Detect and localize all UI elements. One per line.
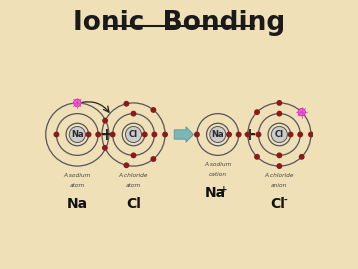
Circle shape: [102, 145, 108, 151]
Circle shape: [298, 108, 305, 116]
Circle shape: [276, 163, 282, 169]
Text: Cl: Cl: [275, 130, 284, 139]
Circle shape: [194, 132, 200, 137]
Circle shape: [110, 132, 116, 137]
FancyArrow shape: [174, 127, 193, 142]
Circle shape: [150, 107, 156, 113]
Circle shape: [86, 132, 92, 137]
Text: A sodium: A sodium: [64, 173, 91, 178]
Circle shape: [271, 126, 287, 143]
Text: +: +: [220, 185, 227, 194]
Circle shape: [308, 132, 314, 137]
Circle shape: [95, 132, 101, 137]
Circle shape: [276, 111, 282, 116]
Text: anion: anion: [271, 183, 287, 188]
Circle shape: [226, 132, 232, 137]
Text: A chloride: A chloride: [265, 173, 294, 178]
Circle shape: [142, 132, 148, 137]
Text: Ionic  Bonding: Ionic Bonding: [73, 10, 285, 36]
Circle shape: [297, 132, 303, 137]
Text: Na: Na: [71, 130, 84, 139]
Circle shape: [69, 126, 85, 143]
Circle shape: [236, 132, 242, 137]
Text: +: +: [99, 126, 113, 143]
Text: Cl: Cl: [270, 197, 285, 211]
Circle shape: [73, 99, 81, 107]
Circle shape: [102, 118, 108, 123]
Circle shape: [124, 101, 129, 107]
Circle shape: [299, 154, 305, 160]
Circle shape: [151, 132, 157, 137]
Circle shape: [256, 132, 261, 137]
Text: atom: atom: [126, 183, 141, 188]
Text: -: -: [284, 196, 287, 204]
Circle shape: [131, 111, 136, 116]
Circle shape: [245, 132, 251, 137]
Text: +: +: [242, 126, 256, 143]
Circle shape: [210, 126, 226, 143]
Text: cation: cation: [209, 172, 227, 177]
Text: Cl: Cl: [129, 130, 138, 139]
Circle shape: [276, 153, 282, 158]
Text: A sodium: A sodium: [204, 162, 232, 167]
Circle shape: [124, 162, 129, 168]
Circle shape: [254, 154, 260, 160]
Circle shape: [276, 100, 282, 106]
Circle shape: [125, 126, 141, 143]
Text: atom: atom: [70, 183, 85, 188]
Text: Na: Na: [67, 197, 88, 211]
Text: Cl: Cl: [126, 197, 141, 211]
Circle shape: [287, 132, 294, 137]
Circle shape: [150, 156, 156, 162]
Circle shape: [254, 109, 260, 115]
Circle shape: [131, 153, 136, 158]
Text: A chloride: A chloride: [119, 173, 148, 178]
Text: Na: Na: [205, 186, 226, 200]
Circle shape: [162, 132, 168, 137]
Circle shape: [53, 132, 59, 137]
Text: Na: Na: [212, 130, 224, 139]
